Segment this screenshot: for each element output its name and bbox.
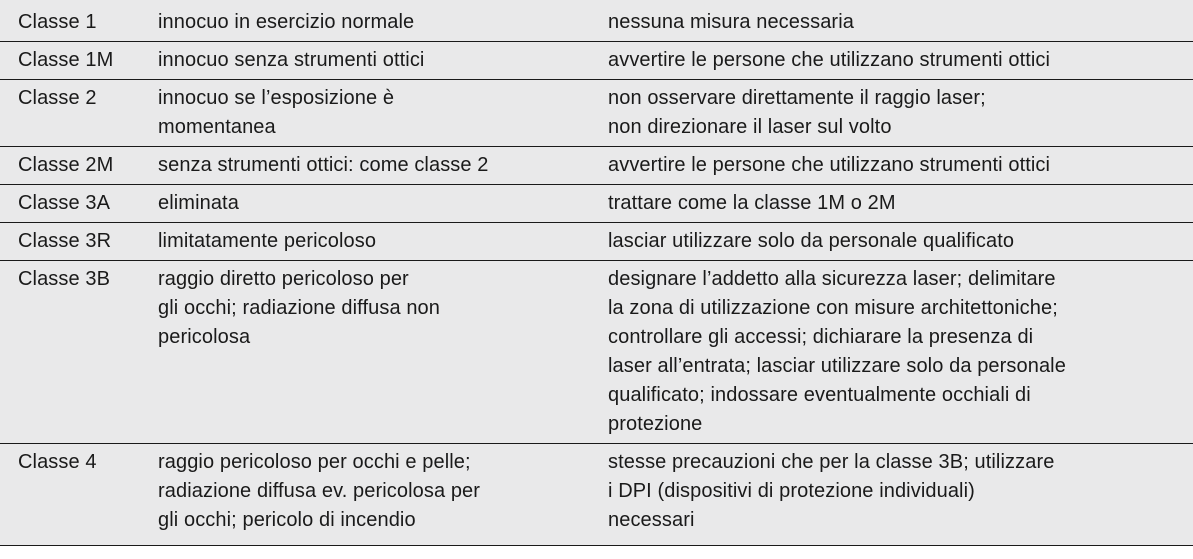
class-cell: Classe 3R [0, 223, 140, 261]
description-line: raggio pericoloso per occhi e pelle; [158, 448, 580, 477]
class-cell: Classe 4 [0, 444, 140, 546]
description-line: radiazione diffusa ev. pericolosa per [158, 477, 580, 506]
measures-line: laser all’entrata; lasciar utilizzare so… [608, 352, 1183, 381]
description-cell: raggio diretto pericoloso pergli occhi; … [140, 261, 590, 444]
measures-cell: avvertire le persone che utilizzano stru… [590, 147, 1193, 185]
measures-line: avvertire le persone che utilizzano stru… [608, 46, 1183, 75]
measures-cell: nessuna misura necessaria [590, 0, 1193, 42]
measures-line: nessuna misura necessaria [608, 8, 1183, 37]
table-row: Classe 1 innocuo in esercizio normale ness… [0, 0, 1193, 42]
table-row: Classe 3R limitatamente pericoloso lasciar… [0, 223, 1193, 261]
measures-cell: stesse precauzioni che per la classe 3B;… [590, 444, 1193, 546]
class-cell: Classe 1M [0, 42, 140, 80]
measures-cell: avvertire le persone che utilizzano stru… [590, 42, 1193, 80]
class-cell: Classe 2M [0, 147, 140, 185]
description-line: innocuo in esercizio normale [158, 8, 580, 37]
measures-cell: trattare come la classe 1M o 2M [590, 185, 1193, 223]
description-cell: innocuo se l’esposizione èmomentanea [140, 80, 590, 147]
table-row: Classe 1M innocuo senza strumenti ottici a… [0, 42, 1193, 80]
description-cell: senza strumenti ottici: come classe 2 [140, 147, 590, 185]
measures-line: i DPI (dispositivi di protezione individ… [608, 477, 1183, 506]
measures-cell: lasciar utilizzare solo da personale qua… [590, 223, 1193, 261]
table-row: Classe 2M senza strumenti ottici: come cl… [0, 147, 1193, 185]
description-cell: limitatamente pericoloso [140, 223, 590, 261]
table-row: Classe 3A eliminata trattare come la class… [0, 185, 1193, 223]
measures-line: stesse precauzioni che per la classe 3B;… [608, 448, 1183, 477]
description-line: eliminata [158, 189, 580, 218]
measures-line: non osservare direttamente il raggio las… [608, 84, 1183, 113]
measures-line: designare l’addetto alla sicurezza laser… [608, 265, 1183, 294]
measures-line: la zona di utilizzazione con misure arch… [608, 294, 1183, 323]
description-cell: innocuo senza strumenti ottici [140, 42, 590, 80]
table-row: Classe 4raggio pericoloso per occhi e pe… [0, 444, 1193, 546]
description-line: raggio diretto pericoloso per [158, 265, 580, 294]
measures-line: avvertire le persone che utilizzano stru… [608, 151, 1183, 180]
measures-cell: designare l’addetto alla sicurezza laser… [590, 261, 1193, 444]
class-cell: Classe 3A [0, 185, 140, 223]
measures-line: lasciar utilizzare solo da personale qua… [608, 227, 1183, 256]
description-line: momentanea [158, 113, 580, 142]
description-line: gli occhi; pericolo di incendio [158, 506, 580, 535]
laser-class-table-container: Classe 1 innocuo in esercizio normale ness… [0, 0, 1193, 546]
description-line: senza strumenti ottici: come classe 2 [158, 151, 580, 180]
description-cell: raggio pericoloso per occhi e pelle;radi… [140, 444, 590, 546]
class-cell: Classe 1 [0, 0, 140, 42]
description-line: pericolosa [158, 323, 580, 352]
description-cell: innocuo in esercizio normale [140, 0, 590, 42]
class-cell: Classe 3B [0, 261, 140, 444]
laser-class-table: Classe 1 innocuo in esercizio normale ness… [0, 0, 1193, 546]
description-line: innocuo senza strumenti ottici [158, 46, 580, 75]
description-line: innocuo se l’esposizione è [158, 84, 580, 113]
description-line: limitatamente pericoloso [158, 227, 580, 256]
measures-line: trattare come la classe 1M o 2M [608, 189, 1183, 218]
measures-cell: non osservare direttamente il raggio las… [590, 80, 1193, 147]
description-line: gli occhi; radiazione diffusa non [158, 294, 580, 323]
table-row: Classe 3Braggio diretto pericoloso pergl… [0, 261, 1193, 444]
class-cell: Classe 2 [0, 80, 140, 147]
measures-line: non direzionare il laser sul volto [608, 113, 1183, 142]
table-row: Classe 2innocuo se l’esposizione èmoment… [0, 80, 1193, 147]
measures-line: qualificato; indossare eventualmente occ… [608, 381, 1183, 410]
measures-line: protezione [608, 410, 1183, 439]
description-cell: eliminata [140, 185, 590, 223]
measures-line: necessari [608, 506, 1183, 535]
measures-line: controllare gli accessi; dichiarare la p… [608, 323, 1183, 352]
